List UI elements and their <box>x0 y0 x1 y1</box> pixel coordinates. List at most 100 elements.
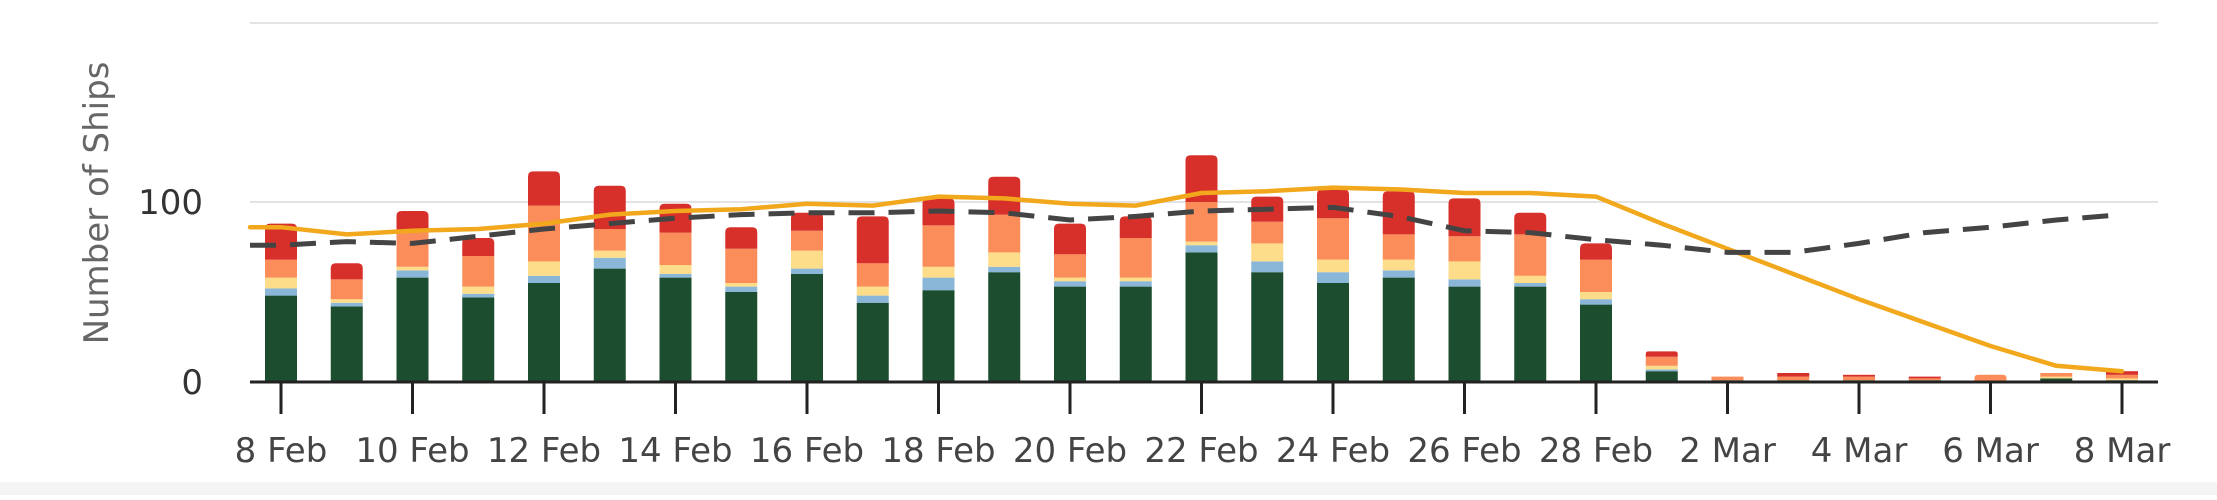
bar-segment-16-3 <box>1317 218 1349 260</box>
bar-segment-12-4 <box>1054 223 1086 255</box>
bar-segment-21-1 <box>1645 369 1678 372</box>
bar-segment-17-1 <box>1382 270 1415 278</box>
bar-segment-5-4 <box>593 185 626 229</box>
bar-segment-7-2 <box>725 283 758 287</box>
bar-segment-4-1 <box>528 275 560 283</box>
bar-segment-9-3 <box>856 263 889 287</box>
bar-segment-11-2 <box>988 252 1021 267</box>
bar-segment-10-3 <box>922 225 955 267</box>
bar-segment-14-1 <box>1185 245 1218 253</box>
bar-segment-8-0 <box>791 274 823 382</box>
bar-segment-21-4 <box>1645 351 1678 357</box>
bar-segment-0-2 <box>265 277 297 289</box>
bar-segment-22-3 <box>1711 376 1744 381</box>
bar-segment-0-3 <box>265 259 297 278</box>
bar-segment-4-0 <box>528 283 560 382</box>
bar-segment-11-4 <box>988 176 1021 215</box>
line-series-1-dashed <box>250 204 2123 255</box>
bar-segment-21-2 <box>1645 365 1678 370</box>
bar-segment-15-2 <box>1251 243 1284 262</box>
bar-stack-9 <box>856 216 889 382</box>
bar-segment-16-1 <box>1317 272 1349 283</box>
bar-stack-14 <box>1185 155 1218 382</box>
bar-segment-12-3 <box>1054 254 1086 278</box>
bar-stack-3 <box>462 238 495 382</box>
bar-segment-19-3 <box>1514 234 1547 276</box>
bar-stack-6 <box>659 203 692 382</box>
bar-stack-21 <box>1645 351 1678 382</box>
bar-segment-6-0 <box>659 277 692 382</box>
bar-segment-23-4 <box>1777 373 1810 377</box>
bar-segment-23-3 <box>1777 376 1810 381</box>
x-tick-label-12: 4 Mar <box>1811 431 1908 471</box>
bar-segment-12-0 <box>1054 286 1086 382</box>
bar-stack-0 <box>265 223 297 382</box>
bar-segment-13-0 <box>1119 286 1152 382</box>
x-tick-label-9: 26 Feb <box>1407 431 1521 471</box>
bar-segment-28-2 <box>2106 378 2138 381</box>
bar-segment-1-0 <box>330 306 363 382</box>
bar-segment-16-4 <box>1317 189 1349 219</box>
bar-segment-27-0 <box>2040 378 2073 382</box>
bar-segment-18-1 <box>1448 279 1481 287</box>
bar-segment-10-1 <box>922 277 955 291</box>
bar-stack-18 <box>1448 198 1481 382</box>
bar-segment-4-3 <box>528 205 560 262</box>
bar-segment-28-3 <box>2106 374 2138 379</box>
bar-segment-24-4 <box>1843 374 1875 377</box>
bar-segment-0-1 <box>265 288 297 296</box>
bar-segment-21-0 <box>1645 371 1678 382</box>
bar-stack-12 <box>1054 223 1086 382</box>
y-axis: 0 100 <box>138 183 203 403</box>
bar-segment-0-0 <box>265 295 297 382</box>
y-tick-label-0: 0 <box>181 363 203 403</box>
bar-segment-18-2 <box>1448 261 1481 280</box>
x-tick-label-4: 16 Feb <box>750 431 864 471</box>
bar-segment-19-4 <box>1514 212 1547 235</box>
x-tick-label-14: 8 Mar <box>2074 431 2171 471</box>
x-tick-label-13: 6 Mar <box>1942 431 2039 471</box>
bar-segment-5-1 <box>593 257 626 269</box>
bar-segment-9-1 <box>856 295 889 303</box>
bar-segment-5-3 <box>593 229 626 251</box>
bar-stack-2 <box>396 211 429 382</box>
bar-segment-19-1 <box>1514 283 1547 287</box>
bar-segment-14-4 <box>1185 155 1218 202</box>
bar-segment-11-3 <box>988 214 1021 253</box>
trend-lines <box>247 185 2125 374</box>
bar-stack-7 <box>725 227 758 382</box>
bar-segment-15-1 <box>1251 261 1284 273</box>
bar-segment-1-3 <box>330 279 363 300</box>
bar-segment-7-4 <box>725 227 758 249</box>
x-tick-label-5: 18 Feb <box>881 431 995 471</box>
bar-segment-8-1 <box>791 268 823 274</box>
bar-segment-21-3 <box>1645 356 1678 366</box>
bar-segment-13-3 <box>1119 238 1152 278</box>
bar-segment-7-0 <box>725 292 758 382</box>
y-axis-title: Number of Ships <box>77 62 117 345</box>
bar-segment-17-2 <box>1382 259 1415 271</box>
bar-segment-11-1 <box>988 266 1021 273</box>
bar-segment-9-0 <box>856 302 889 382</box>
bar-segment-3-0 <box>462 297 495 382</box>
bar-stack-17 <box>1382 191 1415 382</box>
bar-segment-1-4 <box>330 263 363 280</box>
x-axis: 8 Feb 10 Feb 12 Feb 14 Feb 16 Feb 18 Feb 20 Fe… <box>235 380 2171 471</box>
bar-segment-20-0 <box>1580 304 1612 382</box>
bar-segment-6-3 <box>659 232 692 265</box>
bar-segment-14-2 <box>1185 241 1218 246</box>
bar-segment-10-0 <box>922 290 955 382</box>
bar-segment-20-1 <box>1580 299 1612 305</box>
bar-segment-6-1 <box>659 274 692 278</box>
bar-segment-4-2 <box>528 261 560 276</box>
bar-segment-20-2 <box>1580 292 1612 300</box>
bar-stack-13 <box>1119 216 1152 382</box>
bar-segment-13-1 <box>1119 281 1152 287</box>
bar-stack-27 <box>2040 373 2073 382</box>
bar-segment-4-4 <box>528 171 560 206</box>
x-tick-label-0: 8 Feb <box>235 431 328 471</box>
bar-segment-20-3 <box>1580 259 1612 292</box>
bar-segment-13-2 <box>1119 277 1152 282</box>
